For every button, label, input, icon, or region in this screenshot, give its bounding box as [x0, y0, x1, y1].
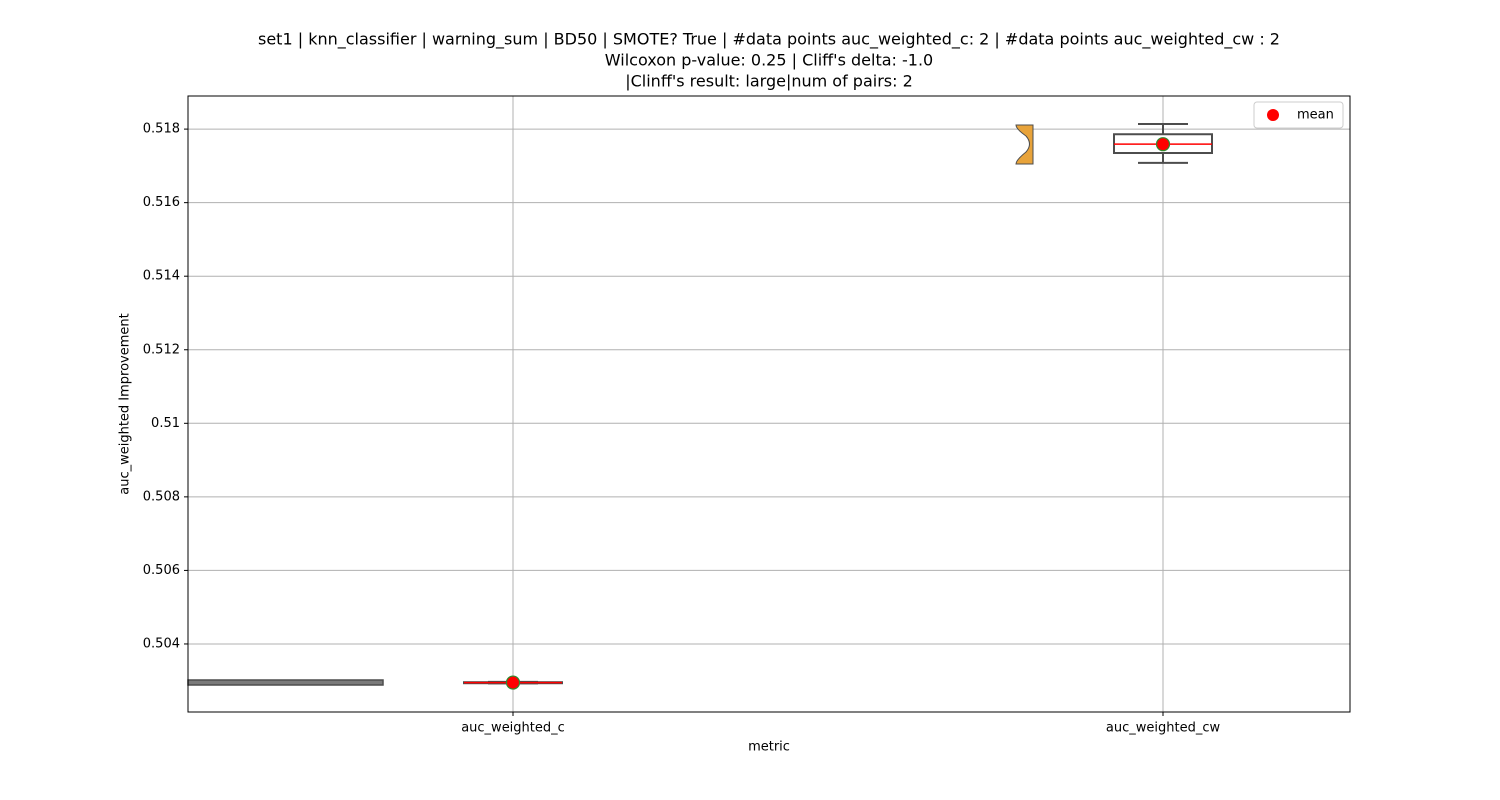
legend: mean	[1253, 101, 1344, 129]
y-tick-label: 0.506	[143, 563, 180, 578]
x-axis-label: metric	[748, 740, 790, 755]
chart-subtitle: |Clinff's result: large|num of pairs: 2	[625, 72, 913, 91]
y-tick-label: 0.504	[143, 636, 180, 651]
y-tick-label: 0.51	[151, 416, 180, 431]
marks	[463, 122, 1213, 690]
plot-area	[188, 96, 1350, 712]
y-tick-label: 0.514	[143, 269, 180, 284]
grid	[188, 96, 1350, 712]
violin-half	[1015, 124, 1034, 165]
y-tick-label: 0.508	[143, 489, 180, 504]
legend-marker	[1267, 109, 1279, 121]
chart-subtitle: Wilcoxon p-value: 0.25 | Cliff's delta: …	[605, 51, 933, 70]
legend-box	[1253, 101, 1344, 129]
mean-marker	[505, 675, 521, 690]
chart-title: set1 | knn_classifier | warning_sum | BD…	[258, 30, 1280, 50]
axes-frame	[187, 95, 1351, 713]
x-tick-label: auc_weighted_cw	[1106, 721, 1221, 736]
y-axis-label: auc_weighted Improvement	[118, 313, 133, 495]
legend-label: mean	[1297, 108, 1334, 123]
y-tick-label: 0.512	[143, 342, 180, 357]
violin-half	[187, 679, 384, 686]
y-tick-label: 0.516	[143, 195, 180, 210]
mean-marker	[1155, 137, 1171, 152]
x-tick-label: auc_weighted_c	[461, 721, 565, 736]
y-tick-label: 0.518	[143, 122, 180, 137]
